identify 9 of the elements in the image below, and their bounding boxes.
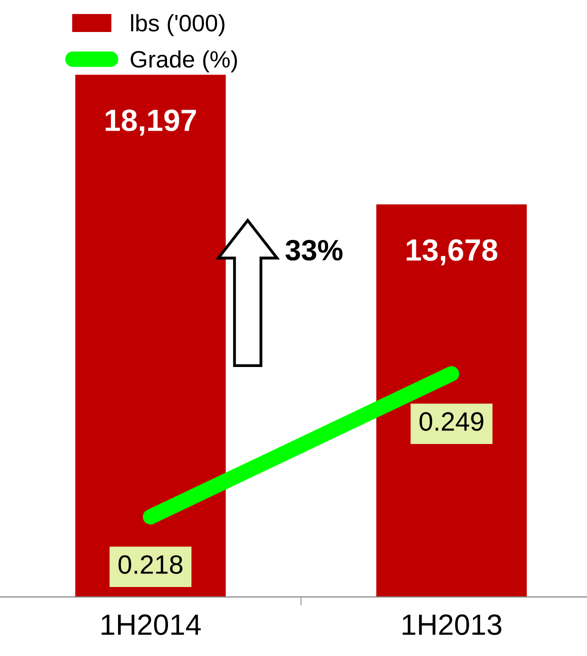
legend-label: Grade (%) xyxy=(130,50,237,72)
legend-label: lbs ('000) xyxy=(131,14,224,36)
annotation: 33% xyxy=(286,240,342,261)
x-tick-label: 1H2014 xyxy=(102,614,201,636)
data-label: 0.249 xyxy=(420,412,484,431)
data-label: 18,197 xyxy=(106,110,196,136)
x-tick-label: 1H2013 xyxy=(402,614,502,636)
data-label: 0.218 xyxy=(118,555,182,574)
data-label: 13,678 xyxy=(406,239,498,266)
